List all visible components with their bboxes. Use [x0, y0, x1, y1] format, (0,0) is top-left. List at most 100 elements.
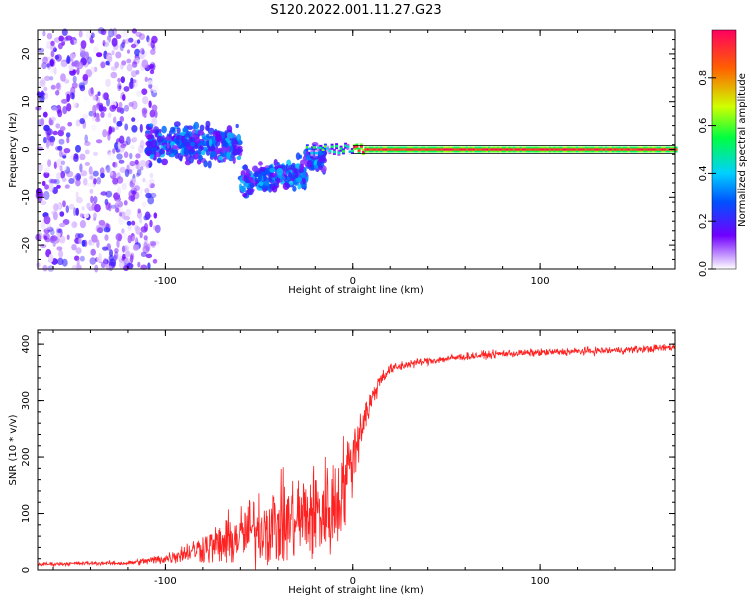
heatmap-cell	[595, 148, 599, 151]
heatmap-cell	[176, 127, 181, 135]
heatmap-cell	[47, 159, 52, 167]
heatmap-cell	[130, 79, 137, 84]
heatmap-cell	[75, 207, 79, 216]
heatmap-cell	[125, 136, 131, 146]
heatmap-cell	[438, 148, 442, 151]
x-tick-label: -100	[154, 276, 177, 287]
heatmap-cell	[51, 106, 58, 112]
heatmap-cell	[665, 148, 669, 151]
heatmap-cell	[52, 47, 57, 52]
heatmap-cell	[222, 140, 228, 146]
heatmap-cell	[49, 59, 55, 67]
heatmap-cell	[139, 217, 143, 224]
heatmap-cell	[149, 63, 155, 69]
heatmap-cell	[43, 215, 51, 225]
heatmap-cell	[371, 148, 375, 151]
heatmap-cell	[57, 145, 63, 151]
heatmap-cell	[485, 148, 489, 151]
heatmap-cell	[111, 37, 118, 47]
heatmap-cell	[359, 145, 363, 148]
heatmap-cell	[74, 255, 80, 261]
heatmap-cell	[129, 81, 134, 89]
heatmap-cell	[56, 228, 62, 234]
heatmap-cell	[236, 155, 242, 161]
heatmap-cell	[120, 76, 126, 84]
heatmap-cell	[46, 140, 50, 149]
heatmap-cell	[107, 152, 115, 161]
heatmap-cell	[43, 124, 50, 132]
heatmap-cell	[42, 264, 48, 272]
heatmap-cell	[131, 125, 138, 133]
heatmap-cell	[539, 148, 543, 151]
heatmap-cell	[297, 183, 302, 190]
heatmap-cell	[207, 127, 215, 135]
heatmap-cell	[544, 148, 548, 151]
heatmap-cell	[72, 101, 77, 109]
heatmap-cell	[37, 47, 45, 53]
heatmap-cell	[386, 148, 390, 151]
heatmap-cell	[425, 148, 429, 151]
heatmap-cell	[148, 162, 152, 168]
heatmap-cell	[131, 220, 136, 226]
heatmap-cell	[49, 58, 56, 67]
heatmap-cell	[116, 186, 122, 196]
heatmap-cell	[440, 148, 444, 151]
heatmap-cell	[76, 61, 84, 70]
heatmap-cell	[130, 187, 138, 195]
heatmap-cell	[295, 171, 299, 179]
heatmap-cell	[127, 49, 130, 54]
heatmap-cell	[48, 253, 54, 263]
heatmap-cell	[114, 142, 119, 151]
heatmap-cell	[652, 148, 656, 151]
heatmap-cell	[519, 148, 523, 151]
heatmap-cell	[62, 106, 68, 115]
heatmap-cell	[153, 240, 160, 246]
heatmap-cell	[210, 145, 216, 152]
heatmap-cell	[330, 145, 334, 148]
heatmap-cell	[240, 186, 247, 193]
heatmap-cell	[319, 146, 323, 150]
heatmap-cell	[135, 226, 141, 235]
heatmap-cell	[80, 170, 88, 177]
heatmap-cell	[114, 61, 120, 69]
heatmap-cell	[84, 161, 90, 166]
heatmap-cell	[150, 139, 158, 148]
heatmap-cell	[152, 258, 158, 264]
heatmap-cell	[145, 192, 152, 199]
heatmap-cell	[249, 182, 255, 189]
heatmap-cell	[319, 155, 324, 163]
heatmap-cell	[524, 148, 527, 151]
heatmap-cell	[312, 146, 316, 149]
heatmap-cell	[149, 109, 156, 118]
heatmap-cell	[355, 145, 359, 148]
heatmap-cell	[137, 208, 141, 214]
heatmap-cell	[84, 134, 88, 143]
heatmap-cell	[96, 227, 103, 233]
heatmap-cell	[638, 148, 642, 151]
heatmap-cell	[102, 129, 108, 138]
heatmap-cell	[400, 148, 404, 151]
heatmap-cell	[102, 92, 108, 100]
heatmap-cell	[111, 104, 116, 110]
heatmap-cell	[128, 190, 135, 199]
heatmap-cell	[663, 148, 667, 151]
heatmap-cell	[58, 235, 66, 244]
heatmap-cell	[170, 126, 176, 132]
heatmap-cell	[569, 148, 572, 151]
heatmap-cell	[43, 235, 48, 240]
heatmap-cell	[60, 73, 66, 82]
heatmap-cell	[306, 159, 313, 168]
heatmap-cell	[649, 148, 653, 151]
heatmap-cell	[436, 148, 440, 151]
heatmap-cell	[59, 211, 65, 217]
heatmap-cell	[422, 148, 426, 151]
y-tick-label: 400	[21, 335, 32, 354]
heatmap-cell	[64, 184, 70, 189]
heatmap-cell	[479, 148, 482, 151]
heatmap-cell	[53, 66, 57, 75]
heatmap-cell	[107, 55, 113, 63]
heatmap-cell	[137, 39, 141, 44]
heatmap-cell	[176, 135, 180, 140]
heatmap-cell	[303, 167, 307, 173]
heatmap-cell	[321, 148, 325, 151]
